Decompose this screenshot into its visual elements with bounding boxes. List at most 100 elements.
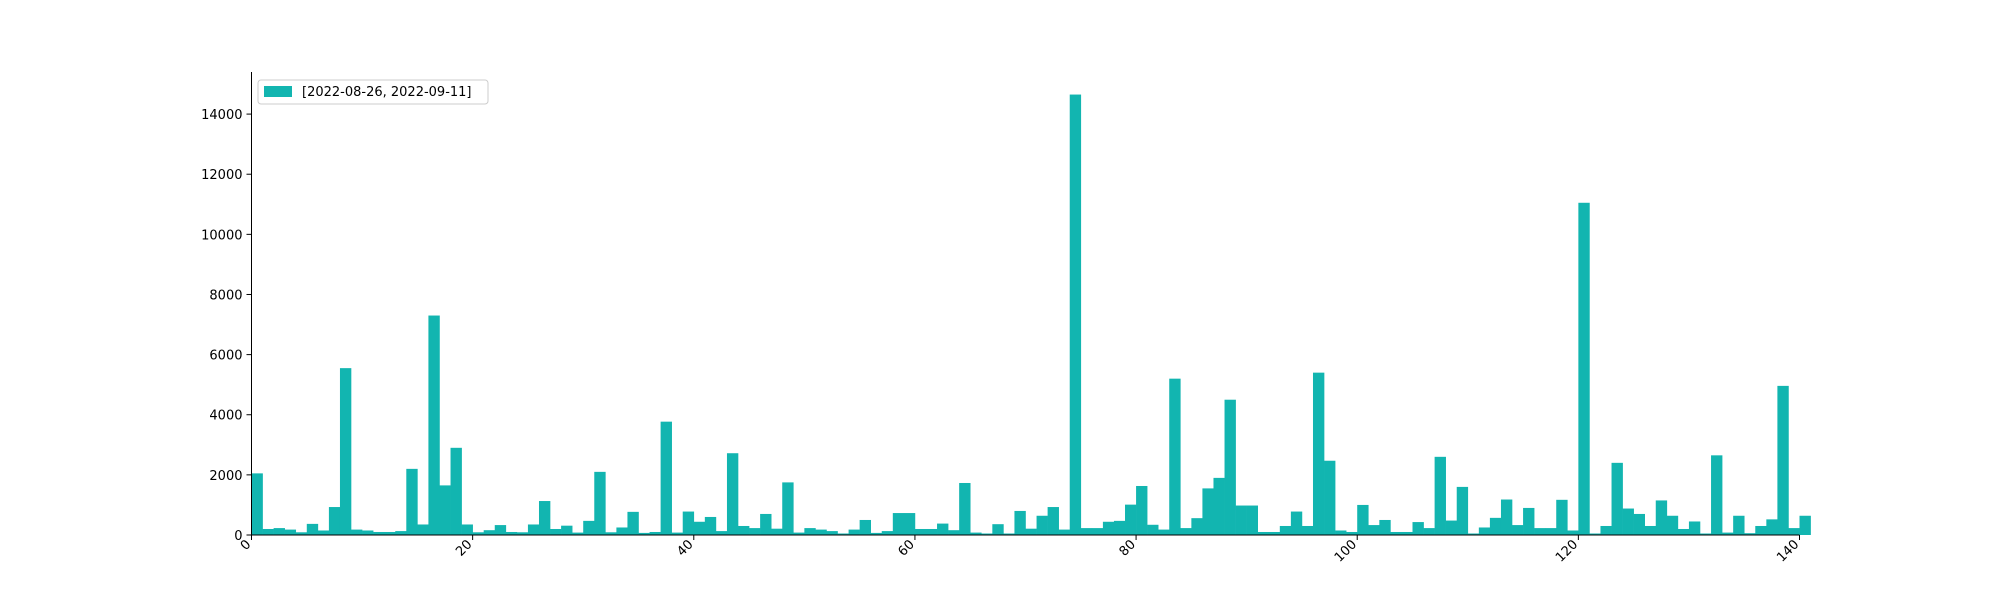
bar	[1755, 525, 1767, 535]
bar	[1545, 528, 1557, 535]
bar	[1500, 499, 1513, 535]
bar	[771, 528, 783, 535]
bar	[715, 531, 728, 535]
bar	[295, 532, 308, 535]
bar	[384, 531, 396, 535]
x-tick-label: 80	[1117, 537, 1139, 559]
bar	[417, 524, 429, 535]
bar	[815, 529, 827, 535]
bar	[561, 525, 573, 535]
bar	[439, 485, 451, 535]
bar	[804, 528, 816, 535]
bar	[572, 532, 584, 535]
bar	[1301, 525, 1314, 535]
bar	[1666, 515, 1679, 535]
bar	[328, 507, 341, 535]
bar	[1489, 517, 1502, 535]
bar	[870, 532, 883, 535]
legend-label: [2022-08-26, 2022-09-11]	[302, 85, 472, 100]
bar	[1478, 527, 1491, 535]
bar	[848, 529, 860, 535]
bar	[505, 531, 518, 535]
bar	[1058, 529, 1071, 535]
bar	[1324, 460, 1336, 535]
bar	[1766, 519, 1778, 535]
bar	[1235, 505, 1247, 535]
bar	[1622, 508, 1634, 535]
bar	[1434, 456, 1446, 535]
bar	[1633, 513, 1645, 535]
bar	[1423, 528, 1435, 535]
bar	[1268, 531, 1281, 535]
legend-swatch	[264, 86, 292, 97]
bar	[1733, 515, 1745, 535]
x-tick-label: 40	[674, 537, 696, 559]
bar	[1136, 485, 1148, 535]
bar	[1113, 520, 1126, 535]
bar	[1744, 533, 1756, 535]
bar	[914, 528, 927, 535]
bar	[1379, 519, 1391, 535]
bar	[1191, 518, 1203, 535]
y-tick-label: 0	[234, 529, 242, 544]
bar	[1445, 520, 1458, 535]
bar	[749, 528, 761, 535]
bar	[826, 531, 838, 535]
bar	[1799, 515, 1811, 535]
bar	[1047, 507, 1059, 535]
legend: [2022-08-26, 2022-09-11]	[257, 79, 489, 105]
bar	[1290, 511, 1303, 535]
bar	[251, 473, 263, 535]
bar	[760, 513, 772, 535]
bar	[903, 513, 916, 535]
bar	[594, 471, 606, 535]
bar	[859, 519, 871, 535]
bar	[583, 520, 595, 535]
bar	[1534, 528, 1546, 535]
y-tick-label: 14000	[201, 108, 242, 123]
bar	[671, 532, 684, 535]
bar	[627, 511, 639, 535]
legend-frame	[257, 79, 489, 105]
bar	[1467, 533, 1480, 535]
x-tick-label: 60	[895, 537, 917, 559]
bar	[273, 528, 285, 535]
bar	[395, 531, 407, 535]
bar	[649, 531, 661, 535]
bar	[1102, 521, 1115, 535]
bar	[428, 315, 440, 535]
bar	[1788, 528, 1800, 535]
bar	[339, 368, 352, 535]
bar	[881, 531, 894, 535]
y-tick-label: 2000	[209, 469, 242, 484]
bar	[726, 453, 739, 535]
bar	[1169, 378, 1181, 535]
bar	[1279, 525, 1292, 535]
bar	[550, 528, 562, 535]
bar	[1589, 533, 1601, 535]
bar	[1003, 533, 1015, 535]
bar	[1202, 488, 1214, 535]
bar	[1644, 525, 1657, 535]
y-tick-label: 10000	[201, 228, 242, 243]
bar	[782, 482, 794, 535]
bar	[1677, 528, 1690, 535]
bar	[981, 533, 993, 535]
bar	[1699, 533, 1712, 535]
bar	[605, 532, 617, 535]
bar	[837, 533, 849, 535]
bar	[948, 530, 960, 535]
bar	[1390, 531, 1402, 535]
bar	[1025, 528, 1037, 535]
bar	[616, 527, 628, 535]
bar	[1567, 530, 1579, 535]
bar	[527, 524, 540, 535]
bar	[1069, 94, 1082, 536]
bar	[892, 513, 905, 535]
bar	[925, 528, 938, 535]
bar	[1180, 528, 1192, 535]
bar	[793, 532, 805, 535]
bar	[1346, 531, 1358, 535]
